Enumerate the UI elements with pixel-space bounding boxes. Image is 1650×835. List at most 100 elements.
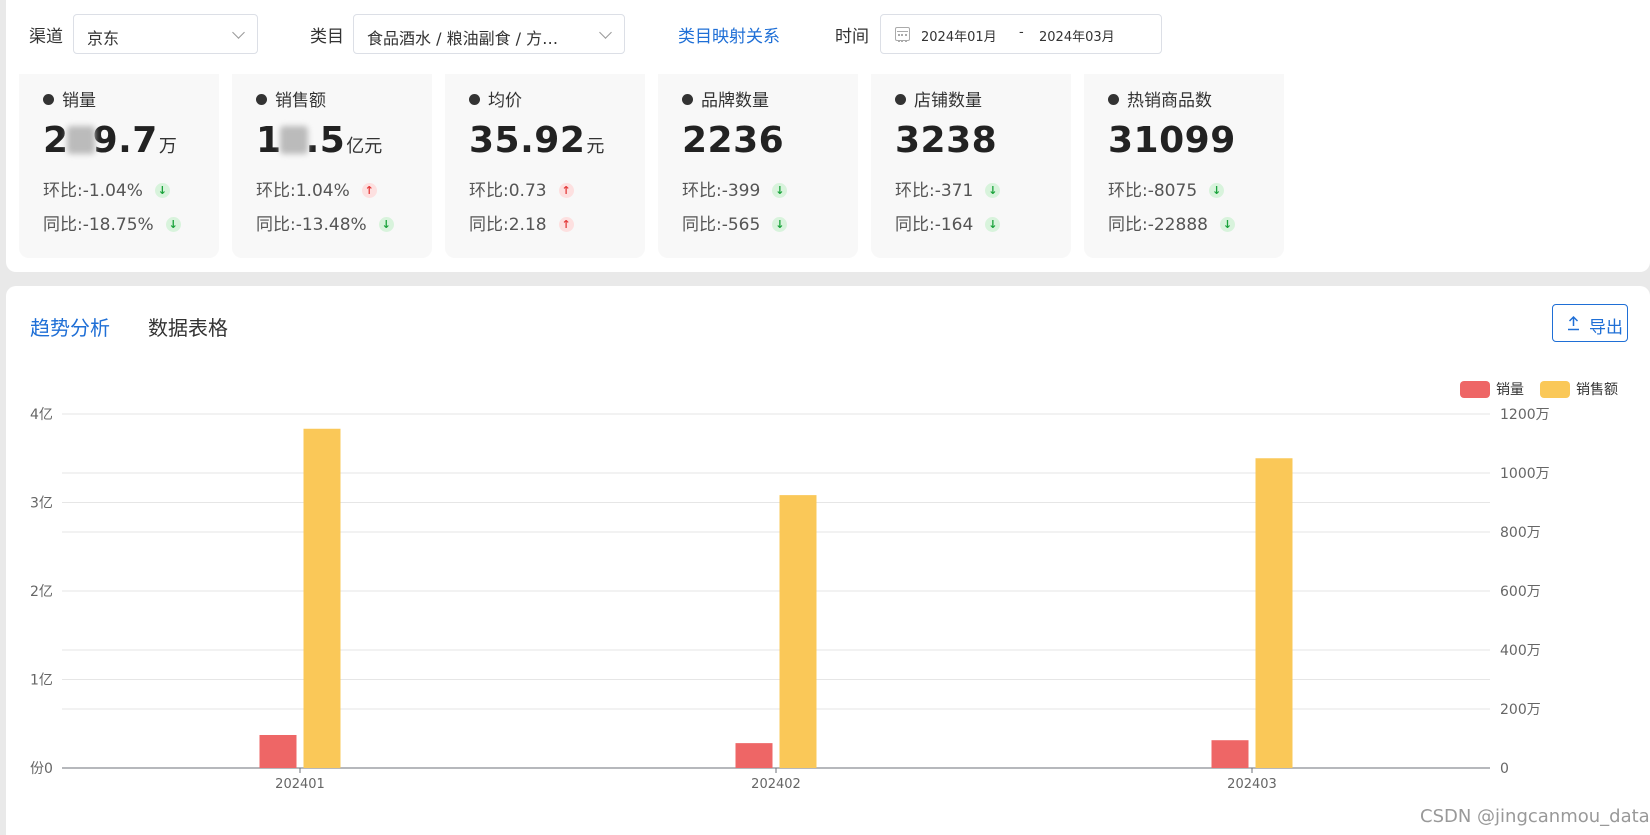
mom-value: -371 [934, 181, 974, 201]
left-tick-label: 份0 [30, 761, 53, 777]
category-select[interactable]: 食品酒水 / 粮油副食 / 方… [353, 14, 625, 54]
mom-row: 环比:-1.04% ↓ [43, 176, 170, 201]
right-tick-label: 800万 [1500, 525, 1541, 541]
right-tick-label: 200万 [1500, 702, 1541, 718]
right-tick-label: 1200万 [1500, 407, 1550, 423]
left-tick-label: 3亿 [30, 496, 53, 512]
bar-202401-sales-volume [259, 734, 297, 768]
legend-label: 销售额 [1576, 382, 1618, 398]
bullet-dot [469, 94, 480, 105]
metric-unit: 万 [158, 136, 177, 157]
yoy-row: 同比:-13.48% ↓ [256, 210, 394, 235]
redacted-mark [279, 126, 308, 154]
time-label: 时间 [835, 27, 869, 47]
metric-value: 2 9.7万 [43, 120, 177, 161]
x-tick-label: 202403 [1227, 777, 1277, 792]
arrow-down-icon: ↓ [378, 217, 394, 232]
metric-title: 店铺数量 [914, 91, 982, 111]
mom-value: 1.04% [295, 181, 350, 201]
right-tick-label: 0 [1500, 761, 1509, 777]
left-tick-label: 1亿 [30, 673, 53, 689]
watermark: CSDN @jingcanmou_data [1420, 806, 1650, 827]
right-tick-label: 400万 [1500, 643, 1541, 659]
bullet-dot [682, 94, 693, 105]
yoy-value: -18.75% [82, 215, 154, 235]
tab-trend-analysis[interactable]: 趋势分析 [30, 316, 110, 340]
metric-title: 销量 [62, 91, 96, 111]
bar-202402-sales-amount [779, 495, 817, 768]
tab-data-table[interactable]: 数据表格 [148, 316, 228, 340]
channel-label: 渠道 [29, 27, 63, 47]
yoy-value: -22888 [1147, 215, 1208, 235]
mom-row: 环比:0.73 ↑ [469, 176, 574, 201]
bullet-dot [1108, 94, 1119, 105]
yoy-row: 同比:-565 ↓ [682, 210, 788, 235]
metric-card-sales-volume: 销量 2 9.7万 环比:-1.04% ↓ 同比:-18.75% ↓ [19, 74, 219, 258]
arrow-up-icon: ↑ [558, 217, 574, 232]
metric-card-hot-items: 热销商品数 31099 环比:-8075 ↓ 同比:-22888 ↓ [1084, 74, 1284, 258]
bullet-dot [895, 94, 906, 105]
arrow-down-icon: ↓ [985, 183, 1001, 198]
left-tick-label: 2亿 [30, 584, 53, 600]
yoy-row: 同比:-22888 ↓ [1108, 210, 1235, 235]
metric-value: 3238 [895, 120, 998, 161]
left-tick-label: 4亿 [30, 407, 53, 423]
upload-icon [1568, 315, 1579, 331]
channel-value: 京东 [87, 29, 120, 48]
metric-title: 均价 [488, 91, 522, 111]
category-mapping-link[interactable]: 类目映射关系 [678, 27, 780, 47]
bar-202401-sales-amount [303, 428, 341, 768]
date-end[interactable]: 2024年03月 [1039, 30, 1115, 45]
arrow-down-icon: ↓ [1219, 217, 1235, 232]
right-tick-label: 1000万 [1500, 466, 1550, 482]
metric-card-brand-count: 品牌数量 2236 环比:-399 ↓ 同比:-565 ↓ [658, 74, 858, 258]
date-start[interactable]: 2024年01月 [921, 30, 997, 45]
calendar-icon [895, 27, 910, 42]
bullet-dot [43, 94, 54, 105]
legend-label: 销量 [1496, 382, 1524, 398]
redacted-mark [66, 126, 95, 154]
metric-value: 35.92元 [469, 120, 605, 161]
export-button[interactable]: 导出 [1552, 304, 1628, 342]
date-range-picker[interactable]: 2024年01月 - 2024年03月 [880, 14, 1162, 54]
metric-title: 品牌数量 [701, 91, 769, 111]
metric-card-shop-count: 店铺数量 3238 环比:-371 ↓ 同比:-164 ↓ [871, 74, 1071, 258]
arrow-down-icon: ↓ [165, 217, 181, 232]
metric-value: 31099 [1108, 120, 1236, 161]
chevron-down-icon [232, 26, 245, 39]
x-tick-label: 202401 [275, 777, 325, 792]
category-label: 类目 [310, 27, 344, 47]
bullet-dot [256, 94, 267, 105]
mom-value: -399 [721, 181, 761, 201]
trend-panel: 趋势分析 数据表格 导出 0 200万 400万 600万 800万 1000万 1200万… [6, 286, 1650, 835]
yoy-value: 2.18 [508, 215, 547, 235]
arrow-down-icon: ↓ [772, 217, 788, 232]
overview-panel: 渠道 京东 类目 食品酒水 / 粮油副食 / 方… 类目映射关系 时间 2024… [6, 0, 1650, 272]
yoy-row: 同比:-18.75% ↓ [43, 210, 181, 235]
mom-value: -8075 [1147, 181, 1198, 201]
metric-value: 1.5亿元 [256, 120, 383, 161]
arrow-up-icon: ↑ [361, 183, 377, 198]
export-label: 导出 [1589, 318, 1623, 338]
arrow-down-icon: ↓ [154, 183, 170, 198]
metric-unit: 元 [586, 136, 605, 157]
legend-swatch [1460, 381, 1490, 398]
mom-row: 环比:-399 ↓ [682, 176, 788, 201]
mom-value: 0.73 [508, 181, 547, 201]
legend-swatch [1540, 381, 1570, 398]
mom-row: 环比:-371 ↓ [895, 176, 1001, 201]
metric-title: 热销商品数 [1127, 91, 1212, 111]
yoy-row: 同比:2.18 ↑ [469, 210, 574, 235]
yoy-value: -164 [934, 215, 974, 235]
metric-unit: 亿元 [346, 136, 383, 157]
bar-202402-sales-volume [735, 743, 773, 768]
metric-card-sales-amount: 销售额 1.5亿元 环比:1.04% ↑ 同比:-13.48% ↓ [232, 74, 432, 258]
bar-202403-sales-volume [1211, 740, 1249, 768]
right-tick-label: 600万 [1500, 584, 1541, 600]
arrow-down-icon: ↓ [985, 217, 1001, 232]
channel-select[interactable]: 京东 [73, 14, 258, 54]
filter-bar: 渠道 京东 类目 食品酒水 / 粮油副食 / 方… 类目映射关系 时间 2024… [6, 0, 1650, 68]
metric-title: 销售额 [275, 91, 326, 111]
metric-card-avg-price: 均价 35.92元 环比:0.73 ↑ 同比:2.18 ↑ [445, 74, 645, 258]
